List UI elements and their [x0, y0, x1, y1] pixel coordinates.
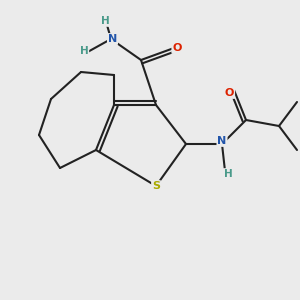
Text: H: H [224, 169, 232, 179]
Text: S: S [152, 181, 160, 191]
Text: N: N [218, 136, 226, 146]
Text: H: H [100, 16, 109, 26]
Text: N: N [108, 34, 117, 44]
Text: H: H [80, 46, 88, 56]
Text: O: O [172, 43, 182, 53]
Text: O: O [225, 88, 234, 98]
